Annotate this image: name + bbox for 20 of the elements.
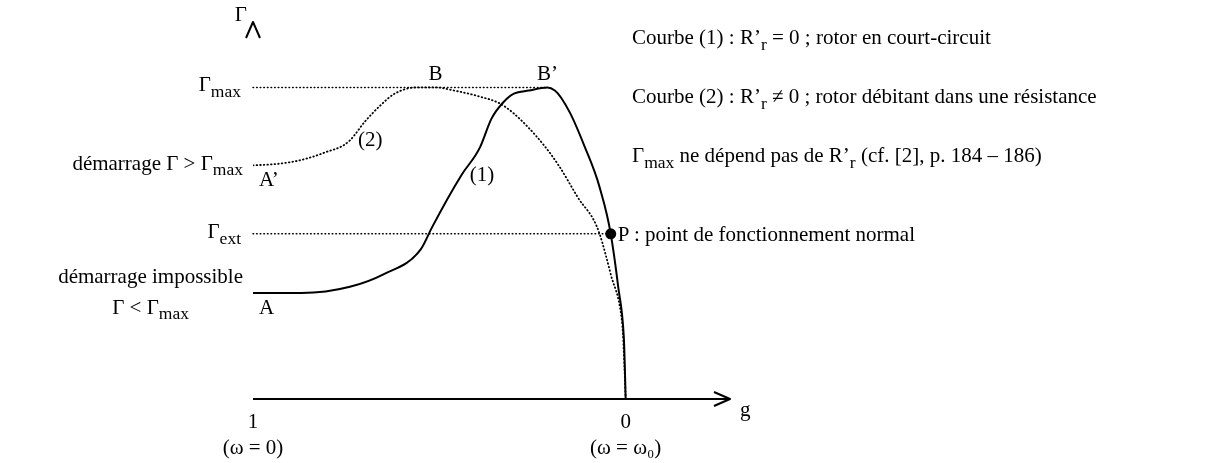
annotation: Γ$_{max}$ ne dépend pas de R’$_{r}$ (cf. [2], p. 184 – 186) bbox=[632, 143, 1042, 172]
annotation: démarrage impossible Γ < Γ$_{max}$ bbox=[58, 263, 243, 323]
ref-line-label: Γ$_{ext}$ bbox=[207, 219, 241, 248]
annotation: (2) bbox=[357, 127, 383, 152]
annotation: démarrage Γ > Γ$_{max}$ bbox=[72, 151, 243, 180]
annotation: Courbe (2) : R’$_{r}$ ≠ 0 ; rotor débitant dans une résistance bbox=[632, 84, 1097, 113]
x-tick-label: 1 bbox=[247, 408, 259, 433]
annotation: B bbox=[428, 61, 443, 86]
text: Courbe (1) : R’$_{r}$ = 0 ; rotor en court-circuit bbox=[632, 25, 991, 54]
text: (ω = 0) bbox=[222, 435, 284, 460]
series-label: P : point de fonctionnement normal bbox=[617, 221, 916, 246]
annotation: (1) bbox=[469, 162, 495, 187]
annotation: A’ bbox=[259, 167, 279, 192]
y-axis-title: Γ bbox=[234, 1, 247, 26]
x-axis-title: g bbox=[740, 396, 751, 421]
annotation: B’ bbox=[536, 61, 558, 86]
text: (ω = ω₀) bbox=[590, 435, 662, 460]
x-tick-label: 0 bbox=[620, 408, 631, 433]
annotation: A bbox=[259, 295, 275, 320]
ref-line-label: Γ$_{max}$ bbox=[198, 72, 241, 102]
